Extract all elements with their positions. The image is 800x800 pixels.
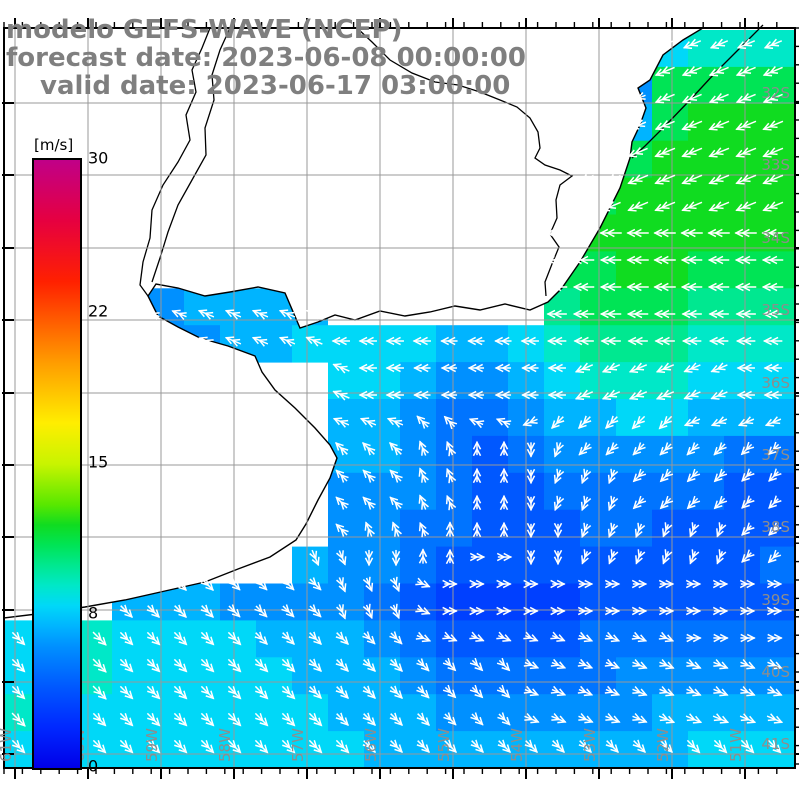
frame-ticks: [2, 18, 799, 779]
lon-label: 53W: [581, 728, 599, 762]
river-line-west: [139, 27, 211, 297]
lat-label: 35S: [761, 301, 790, 319]
lat-label: 34S: [761, 229, 790, 247]
lon-label: 55W: [435, 728, 453, 762]
colorbar-gradient: [32, 158, 82, 770]
lat-label: 33S: [761, 156, 790, 174]
graticule: [4, 28, 795, 768]
lon-label: 52W: [654, 728, 672, 762]
colorbar-tick-15: 15: [88, 452, 109, 472]
lon-label: 54W: [508, 728, 526, 762]
lon-label: 61W: [0, 728, 15, 762]
lon-label: 57W: [289, 728, 307, 762]
colorbar-unit-label: [m/s]: [34, 136, 74, 154]
colorbar-tick-0: 0: [88, 756, 99, 776]
lat-label: 37S: [761, 446, 790, 464]
lat-label: 32S: [761, 84, 790, 102]
lon-label: 59W: [143, 728, 161, 762]
lon-label: 58W: [216, 728, 234, 762]
lon-label: 56W: [362, 728, 380, 762]
lat-label: 38S: [761, 518, 790, 536]
lat-label: 41S: [761, 735, 790, 753]
map-frame: [3, 27, 796, 769]
colorbar-tick-8: 8: [88, 603, 99, 623]
wind-arrows-layer: [11, 38, 784, 754]
lat-label: 39S: [761, 591, 790, 609]
lat-label: 36S: [761, 374, 790, 392]
lagoon-inner-shore-line: [356, 27, 574, 297]
colorbar-tick-30: 30: [88, 148, 109, 168]
colorbar-tick-22: 22: [88, 301, 109, 321]
river-line-east: [151, 27, 231, 283]
lat-label: 40S: [761, 663, 790, 681]
colorbar: [m/s] 30 22 15 8 0: [32, 136, 108, 776]
lon-label: 51W: [727, 728, 745, 762]
